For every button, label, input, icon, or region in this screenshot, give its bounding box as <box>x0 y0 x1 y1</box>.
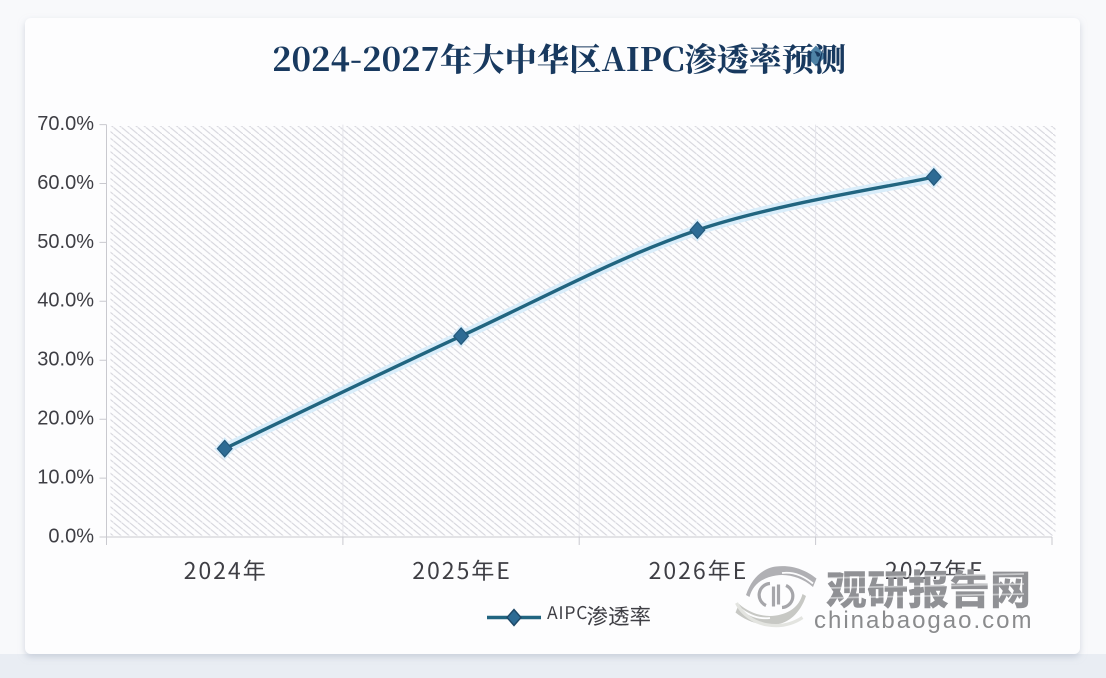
svg-text:70.0%: 70.0% <box>37 113 94 135</box>
svg-text:chinabaogao.com: chinabaogao.com <box>814 607 1033 634</box>
svg-text:10.0%: 10.0% <box>37 467 94 489</box>
svg-text:40.0%: 40.0% <box>37 290 94 312</box>
svg-text:60.0%: 60.0% <box>37 172 94 194</box>
svg-text:0.0%: 0.0% <box>48 525 94 547</box>
svg-text:50.0%: 50.0% <box>37 231 94 253</box>
svg-text:30.0%: 30.0% <box>37 349 94 371</box>
svg-text:20.0%: 20.0% <box>37 408 94 430</box>
